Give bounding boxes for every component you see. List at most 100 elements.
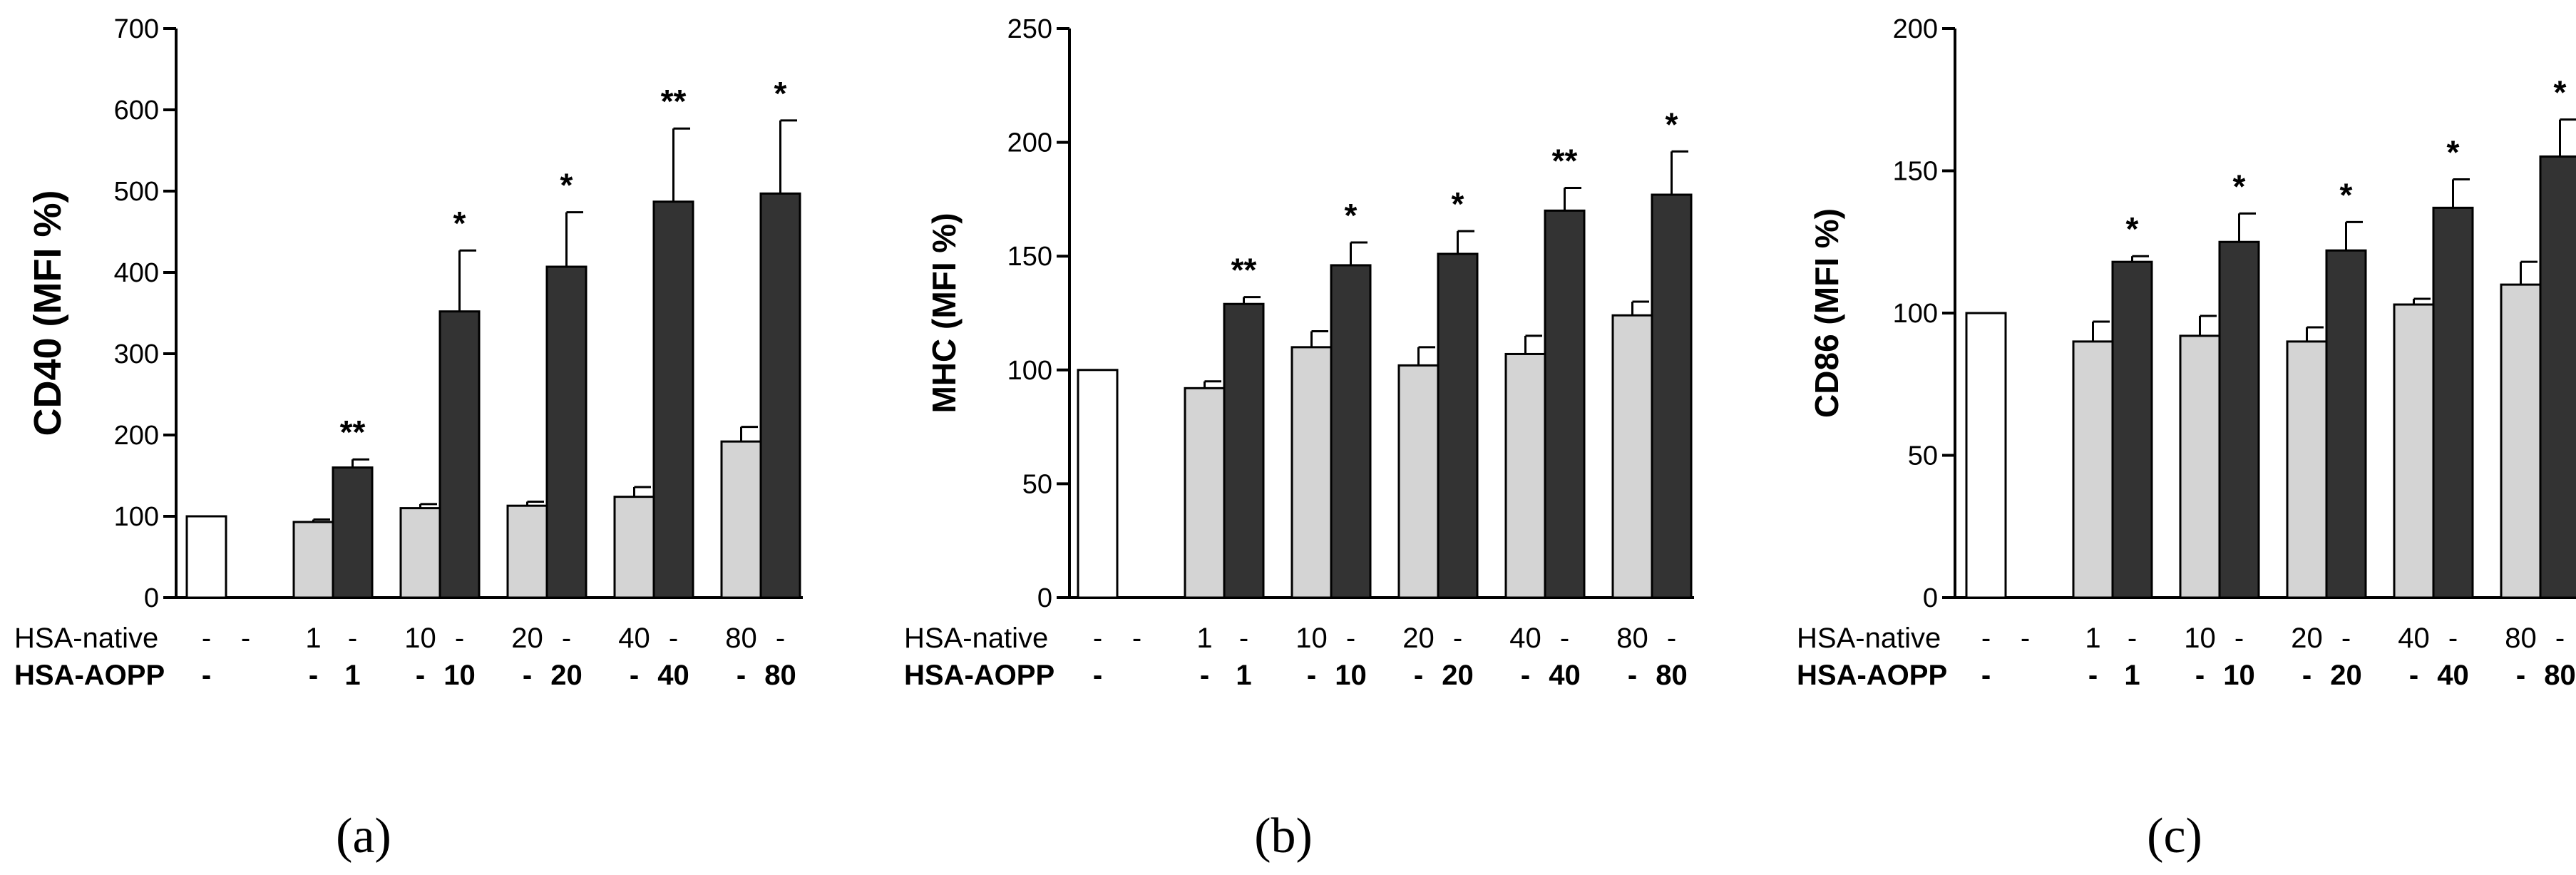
panel-c-significance-mark: * — [2126, 210, 2139, 247]
panel-c-aopp-value: 10 — [2223, 660, 2255, 691]
panel-c-aopp-value: 40 — [2437, 660, 2469, 691]
panel-a-bar-native — [720, 440, 762, 599]
panel-a-native-dash: - — [669, 623, 678, 654]
panel-a-native-value: 20 — [511, 623, 543, 654]
panel-b-aopp-value: 10 — [1335, 660, 1367, 691]
panel-a-native-value: 80 — [725, 623, 757, 654]
panel-b-significance-mark: * — [1452, 185, 1464, 222]
panel-b-bar-aopp — [1651, 193, 1693, 599]
panel-b-bar-aopp — [1223, 302, 1265, 599]
panel-a-aopp-dash: - — [630, 660, 639, 691]
panel-c-native-value: 20 — [2291, 623, 2323, 654]
panel-c-row-label-aopp: HSA-AOPP — [1797, 660, 1947, 691]
panel-b-bar-native — [1504, 352, 1546, 599]
panel-a-bar-aopp — [652, 200, 694, 599]
panel-a-y-tick-label: 200 — [114, 421, 159, 451]
panel-c-bar-native — [2393, 303, 2435, 599]
panel-c-bar-aopp — [2432, 206, 2474, 599]
panel-a-native-dash: - — [776, 623, 785, 654]
panel-c-bar-native — [2072, 340, 2114, 599]
panel-a-y-tick-label: 0 — [144, 583, 159, 613]
panel-b-native-dash: - — [1560, 623, 1569, 654]
panel-b-aopp-dash: - — [1628, 660, 1637, 691]
panel-c-bar-aopp — [2325, 249, 2367, 599]
panel-a-aopp-value: 20 — [550, 660, 583, 691]
panel-a-significance-mark: ** — [661, 83, 687, 120]
panel-b-native-dash: - — [1667, 623, 1676, 654]
panel-c-native-value: 1 — [2085, 623, 2100, 654]
panel-a-native-dash: - — [348, 623, 357, 654]
panel-c-aopp-dash: - — [2302, 660, 2311, 691]
panel-a-native-value: 1 — [305, 623, 321, 654]
panel-c-aopp-value: 20 — [2330, 660, 2362, 691]
panel-a-aopp-value: 1 — [344, 660, 360, 691]
panel-b-bar-native — [1290, 346, 1333, 599]
panel-c-native-dash: - — [2021, 623, 2030, 654]
panel-c-bar-native — [2179, 334, 2221, 599]
panel-b-significance-mark: * — [1666, 106, 1678, 143]
panel-a-bar-aopp — [759, 192, 801, 599]
panel-c-native-dash: - — [2341, 623, 2351, 654]
panel-b-native-value: 40 — [1509, 623, 1541, 654]
panel-a-native-dash: - — [455, 623, 464, 654]
panel-a-y-tick-label: 400 — [114, 258, 159, 288]
panel-b-native-dash: - — [1453, 623, 1462, 654]
panel-b-native-value: 20 — [1402, 623, 1435, 654]
panel-b-aopp-value: 1 — [1236, 660, 1251, 691]
panel-a-significance-mark: ** — [340, 414, 366, 451]
panel-b-y-tick-label: 200 — [1007, 128, 1052, 158]
panel-b-native-value: 80 — [1616, 623, 1648, 654]
panel-b-row-label-native: HSA-native — [904, 623, 1048, 654]
panel-a-significance-mark: * — [774, 75, 787, 112]
panel-b-bar-native — [1184, 387, 1226, 599]
panel-c-y-axis-title: CD86 (MFI %) — [1808, 208, 1845, 418]
panel-a-y-tick-label: 100 — [114, 502, 159, 532]
panel-a-native-dash: - — [562, 623, 571, 654]
panel-b-y-tick-label: 50 — [1022, 469, 1052, 499]
panel-c-bar-native — [2286, 340, 2328, 599]
panel-c-aopp-dash: - — [2516, 660, 2525, 691]
panel-c-row-label-native: HSA-native — [1797, 623, 1941, 654]
panel-c-native-value: 80 — [2505, 623, 2537, 654]
panel-c-y-tick-label: 100 — [1893, 299, 1938, 329]
panel-b-bar-native — [1397, 364, 1440, 599]
panel-b-aopp-value: 40 — [1549, 660, 1581, 691]
panel-b-bar-native — [1611, 314, 1653, 599]
panel-a-aopp-dash: - — [523, 660, 532, 691]
panel-b-aopp-dash: - — [1307, 660, 1316, 691]
panel-c-aopp-value: 80 — [2544, 660, 2576, 691]
panel-a-y-tick-label: 300 — [114, 339, 159, 369]
panel-b-aopp-dash: - — [1093, 660, 1102, 691]
panel-c-bar-aopp — [2539, 155, 2576, 599]
panel-b-bar-aopp — [1544, 209, 1586, 599]
panel-b-native-value: 10 — [1295, 623, 1328, 654]
panel-b-significance-mark: ** — [1552, 142, 1578, 179]
panel-a-bar-native — [292, 521, 334, 599]
panel-a-bar-native — [399, 507, 441, 599]
panel-a-native-value: 10 — [404, 623, 436, 654]
panel-a-aopp-dash: - — [737, 660, 746, 691]
panel-a-bar-aopp — [332, 466, 374, 599]
panel-b-aopp-dash: - — [1521, 660, 1530, 691]
panel-c-native-dash: - — [2234, 623, 2244, 654]
panel-a-y-axis-title: CD40 (MFI %) — [26, 190, 69, 436]
panel-b-y-tick-label: 150 — [1007, 242, 1052, 272]
panel-c-native-value: 40 — [2398, 623, 2430, 654]
panel-a-bar-aopp — [545, 265, 587, 599]
panel-c-label: (c) — [2147, 809, 2202, 864]
panel-a-aopp-value: 10 — [443, 660, 476, 691]
panel-b-y-tick-label: 100 — [1007, 356, 1052, 386]
panel-a-aopp-dash: - — [309, 660, 318, 691]
panel-c-y-tick-label: 200 — [1893, 14, 1938, 44]
panel-b-y-tick-label: 0 — [1037, 583, 1052, 613]
panel-b-aopp-value: 20 — [1442, 660, 1474, 691]
panel-c-aopp-dash: - — [2195, 660, 2205, 691]
panel-c-y-tick-label: 50 — [1908, 441, 1938, 471]
panel-c-bar-control — [1965, 312, 2007, 599]
panel-c-native-value: - — [1981, 623, 1991, 654]
panel-c-bar-aopp — [2218, 240, 2260, 599]
panel-c-y-tick-label: 150 — [1893, 157, 1938, 187]
panel-b-y-axis-title: MHC (MFI %) — [925, 213, 963, 413]
panel-a-y-tick-label: 700 — [114, 14, 159, 44]
panel-b-native-dash: - — [1346, 623, 1355, 654]
